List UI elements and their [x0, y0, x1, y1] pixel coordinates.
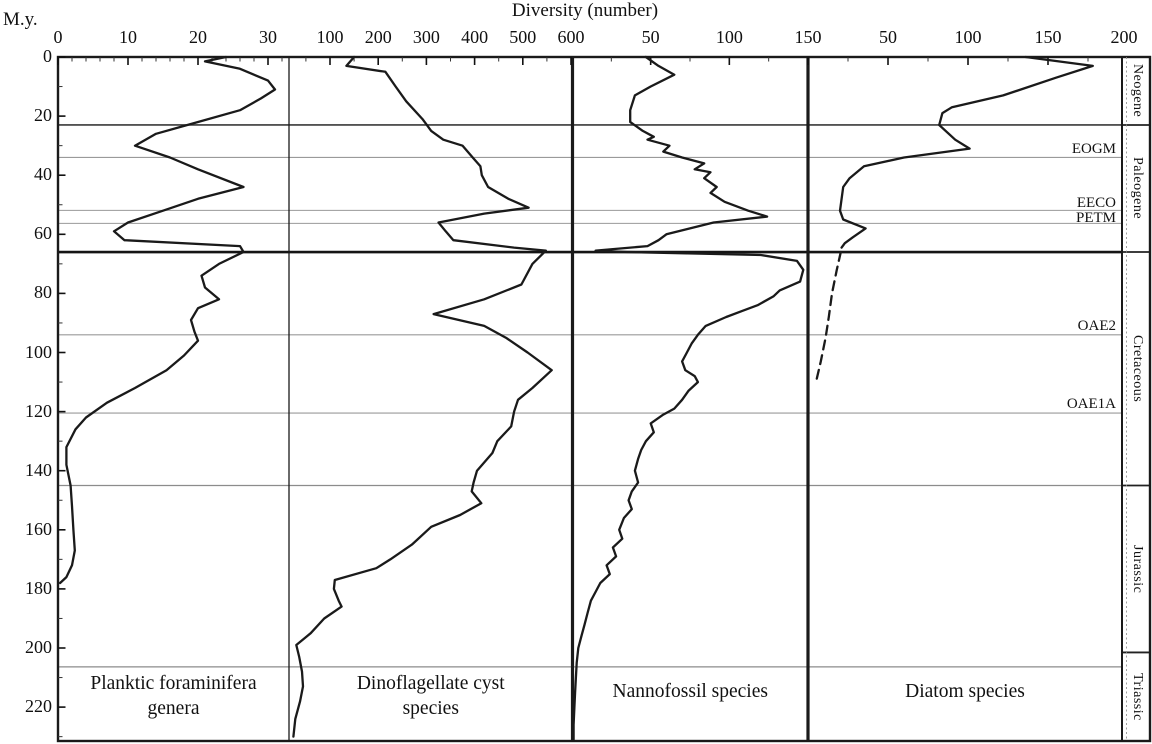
y-tick-label-0: 0	[43, 46, 52, 66]
x-tick-label-diatoms-150: 150	[1034, 27, 1062, 47]
x-tick-label-nannofossils-50: 50	[641, 27, 660, 47]
panel-caption-line: species	[402, 697, 459, 719]
x-tick-label-planktic-foraminifera-10: 10	[119, 27, 137, 47]
x-tick-label-nannofossils-100: 100	[715, 27, 743, 47]
x-tick-label-diatoms-200: 200	[1110, 27, 1138, 47]
period-label-cretaceous: Cretaceous	[1130, 335, 1145, 403]
y-tick-label-160: 160	[25, 518, 52, 539]
y-tick-label-220: 220	[25, 696, 52, 717]
y-tick-label-20: 20	[34, 105, 52, 126]
x-tick-label-dinoflagellate-cysts-600: 600	[557, 27, 585, 47]
x-tick-label-planktic-foraminifera-30: 30	[259, 27, 277, 47]
y-tick-label-200: 200	[25, 637, 52, 657]
y-tick-label-80: 80	[34, 282, 52, 303]
panel-caption-dinoflagellate-cysts: Dinoflagellate cyst species	[289, 668, 573, 742]
y-tick-label-40: 40	[34, 164, 52, 185]
x-tick-label-nannofossils-150: 150	[794, 27, 822, 47]
y-tick-label-140: 140	[25, 459, 52, 480]
y-tick-label-180: 180	[25, 577, 52, 598]
panel-caption-diatoms: Diatom species	[808, 668, 1122, 744]
period-label-jurassic: Jurassic	[1130, 544, 1145, 594]
event-label-petm: PETM	[1075, 210, 1116, 227]
panel-caption-line: Planktic foraminifera	[90, 673, 257, 694]
event-label-eogm: EOGM	[1071, 141, 1116, 158]
event-label-oae1a: OAE1A	[1066, 396, 1116, 413]
x-tick-label-diatoms-100: 100	[954, 27, 982, 47]
panel-caption-line: genera	[147, 697, 200, 719]
panel-caption-line: Dinoflagellate cyst	[356, 673, 505, 694]
x-tick-label-dinoflagellate-cysts-100: 100	[316, 27, 344, 47]
event-label-eeco: EECO	[1076, 194, 1116, 211]
x-tick-label-dinoflagellate-cysts-500: 500	[509, 27, 537, 47]
x-tick-label-planktic-foraminifera-20: 20	[189, 27, 207, 47]
period-label-neogene: Neogene	[1130, 64, 1145, 118]
x-tick-label-dinoflagellate-cysts-400: 400	[461, 27, 489, 47]
y-axis-unit-label: M.y.	[3, 9, 38, 30]
period-label-triassic: Triassic	[1130, 672, 1145, 721]
y-tick-label-60: 60	[34, 223, 52, 244]
x-tick-label-dinoflagellate-cysts-200: 200	[364, 27, 392, 47]
chart-title: Diversity (number)	[511, 0, 659, 21]
y-tick-label-100: 100	[25, 341, 52, 362]
y-tick-label-120: 120	[25, 400, 52, 421]
x-tick-label-diatoms-50: 50	[879, 27, 897, 47]
panel-caption-planktic-foraminifera: Planktic foraminifera genera	[58, 668, 289, 742]
panel-caption-line: Diatom species	[905, 681, 1025, 702]
panel-caption-nannofossils: Nannofossil species	[573, 668, 809, 744]
x-tick-label-dinoflagellate-cysts-300: 300	[412, 27, 440, 47]
panel-caption-line: Nannofossil species	[612, 681, 768, 702]
x-tick-label-planktic-foraminifera-0: 0	[53, 27, 63, 47]
period-label-paleogene: Paleogene	[1130, 157, 1145, 220]
event-label-oae2: OAE2	[1077, 317, 1116, 334]
